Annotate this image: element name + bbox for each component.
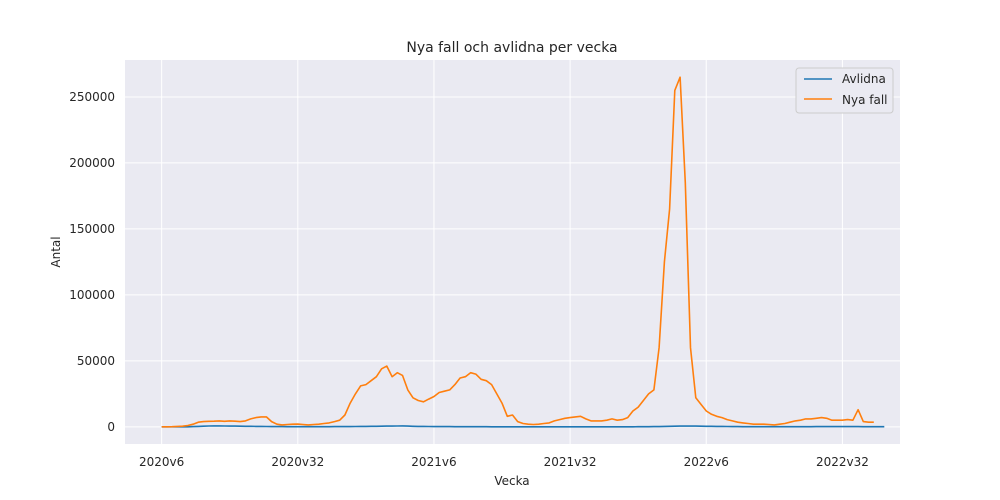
y-tick-label: 100000: [69, 288, 115, 302]
series-line-avlidna: [161, 425, 885, 428]
y-tick-label: 200000: [69, 156, 115, 170]
x-tick-labels: 2020v6 2020v32 2021v6 2021v32 2022v6 2022v32: [139, 455, 869, 469]
x-tick-label: 2021v32: [544, 455, 597, 469]
y-tick-label: 50000: [77, 354, 115, 368]
series-line-nya-fall: [161, 76, 874, 428]
y-tick-labels: 0 50000 100000 150000 200000 250000: [69, 90, 115, 434]
x-tick-label: 2020v6: [139, 455, 184, 469]
plot-area: [125, 60, 900, 444]
y-tick-label: 250000: [69, 90, 115, 104]
x-axis-label: Vecka: [494, 474, 529, 488]
chart-title: Nya fall och avlidna per vecka: [406, 40, 617, 56]
x-tick-label: 2022v32: [816, 455, 869, 469]
y-tick-label: 0: [107, 420, 115, 434]
x-gridlines: [161, 60, 843, 444]
legend-label-nya-fall: Nya fall: [842, 93, 888, 107]
legend: Avlidna Nya fall: [795, 67, 894, 114]
y-axis-label: Antal: [49, 236, 63, 267]
x-tick-label: 2020v32: [271, 455, 324, 469]
legend-label-avlidna: Avlidna: [842, 72, 886, 86]
series-layer: [161, 76, 885, 428]
y-tick-label: 150000: [69, 222, 115, 236]
x-tick-label: 2022v6: [684, 455, 729, 469]
x-tick-label: 2021v6: [411, 455, 456, 469]
